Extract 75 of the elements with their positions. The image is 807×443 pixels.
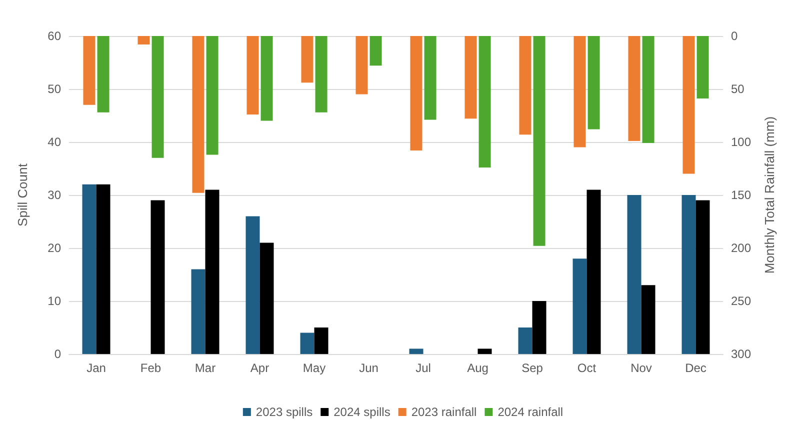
bar [246,36,259,114]
bar [370,36,382,66]
bar [586,190,601,354]
x-tick-label: Dec [685,361,706,375]
y-tick-label: 30 [48,188,62,202]
y-tick-label: 10 [48,294,62,308]
y2-tick-label: 200 [731,241,752,255]
y-tick-label: 40 [48,135,62,149]
x-tick-label: Aug [467,361,488,375]
bar [82,184,96,354]
y-tick-label: 0 [54,347,62,361]
y2-tick-label: 100 [731,135,752,149]
x-tick-label: Sep [522,361,544,375]
x-tick-label: Oct [577,361,597,375]
bar [260,36,273,121]
bar [642,36,654,144]
x-tick-label: Jan [86,361,106,375]
bar [301,36,314,83]
y2-tick-label: 50 [731,82,745,96]
bar [152,36,164,158]
bar [96,184,110,354]
bar [260,242,274,354]
bar [464,36,477,119]
bar [138,36,150,44]
bar [532,301,546,354]
y-tick-label: 50 [48,82,62,96]
bar [519,36,532,135]
bar [205,190,220,354]
x-tick-label: Mar [194,361,216,375]
legend-label: 2023 spills [256,405,313,419]
bar [628,36,640,141]
bar [627,195,642,354]
bar [83,36,96,105]
x-tick-label: May [302,361,326,375]
bar [409,348,424,354]
legend-label: 2024 spills [334,405,390,419]
bar [574,36,586,148]
bar [682,36,695,174]
bar [300,332,314,354]
y2-tick-label: 300 [731,347,752,361]
x-tick-label: Feb [140,361,162,375]
y-tick-label: 60 [48,29,62,43]
bar [150,200,165,354]
x-tick-label: Jul [416,361,431,375]
y2-tick-label: 150 [731,188,752,202]
x-tick-label: Apr [250,361,270,375]
bar [424,36,436,120]
bar [246,216,260,354]
bar [97,36,110,112]
bar [588,36,600,130]
bar [356,36,368,94]
bar [314,328,328,354]
x-tick-label: Jun [359,361,378,375]
x-tick-label: Nov [630,361,652,375]
y-axis-title: Spill Count [15,163,30,226]
bar [191,269,206,354]
bar [641,285,656,354]
legend-label: 2023 rainfall [411,405,477,419]
bar [206,36,218,155]
bar [696,200,710,354]
bar [533,36,546,246]
bar [682,195,696,354]
bar [410,36,422,150]
y-tick-label: 20 [48,241,62,255]
bar [478,348,492,354]
bar [572,258,587,354]
bar [315,36,328,112]
legend-label: 2024 rainfall [498,405,564,419]
bar [518,328,532,354]
bar [192,36,204,193]
y2-tick-label: 0 [731,29,738,43]
y2-tick-label: 250 [731,294,752,308]
bar [478,36,491,168]
y2-axis-title: Monthly Total Rainfall (mm) [762,116,777,274]
bar [696,36,709,99]
